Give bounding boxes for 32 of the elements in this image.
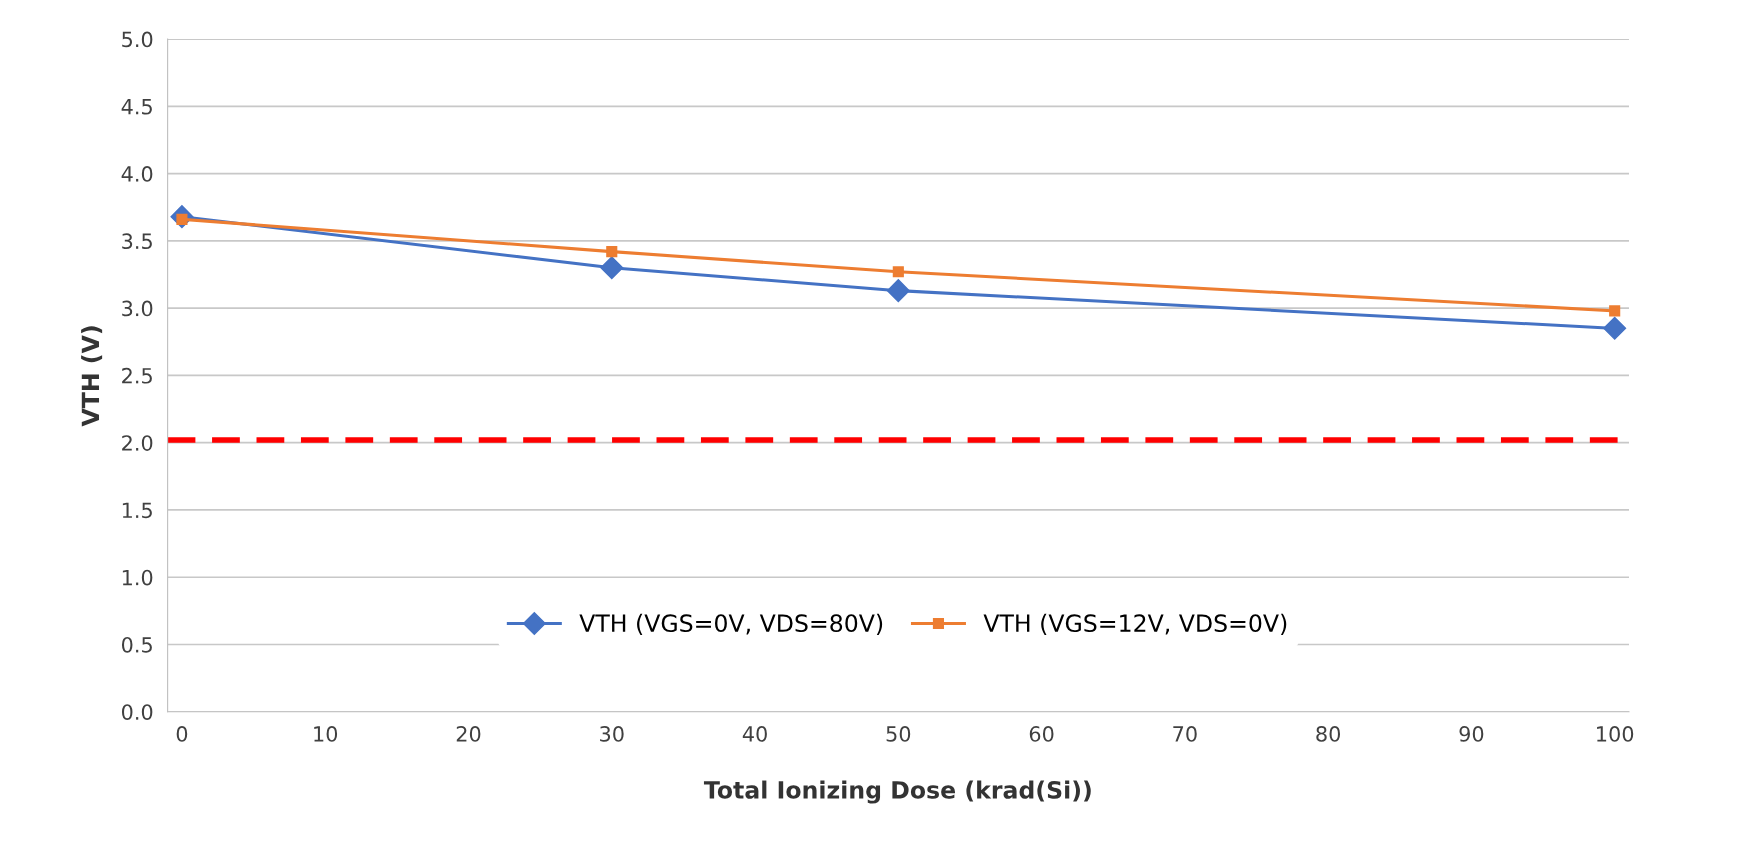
legend-label: VTH (VGS=0V, VDS=80V): [579, 613, 883, 635]
x-axis-title: Total Ionizing Dose (krad(Si)): [703, 780, 1091, 804]
y-tick-label: 5.0: [122, 31, 153, 48]
x-tick-label: 50: [886, 726, 911, 742]
x-tick-label: 0: [176, 726, 188, 742]
point: [892, 266, 904, 278]
y-tick-label: 4.0: [121, 166, 153, 182]
x-tick-label: 40: [742, 726, 767, 742]
x-tick-label: 10: [314, 726, 338, 742]
y-tick-label: 4.5: [121, 99, 152, 115]
y-axis-title: VTH (V): [81, 326, 103, 427]
point: [606, 246, 618, 258]
x-tick-label: 80: [1316, 726, 1341, 742]
y-tick-label: 1.5: [122, 502, 152, 519]
point: [1609, 305, 1621, 317]
x-tick-label: 30: [600, 726, 624, 742]
y-tick-label: 3.5: [122, 233, 152, 250]
point: [886, 279, 910, 303]
x-tick-label: 60: [1029, 726, 1054, 742]
y-tick-label: 2.0: [122, 435, 153, 451]
legend-label: VTH (VGS=12V, VDS=0V): [983, 613, 1287, 635]
x-tick-label: 100: [1597, 726, 1634, 742]
y-tick-label: 1.0: [122, 569, 153, 586]
y-tick-label: 3.0: [122, 300, 153, 317]
x-tick-label: 70: [1173, 726, 1197, 742]
x-tick-label: 90: [1459, 726, 1484, 742]
y-tick-label: 0.0: [121, 704, 153, 720]
x-tick-label: 20: [456, 726, 481, 742]
point: [600, 256, 624, 280]
point: [1603, 316, 1627, 340]
y-tick-label: 0.5: [121, 636, 152, 653]
y-tick-label: 2.5: [122, 367, 152, 384]
